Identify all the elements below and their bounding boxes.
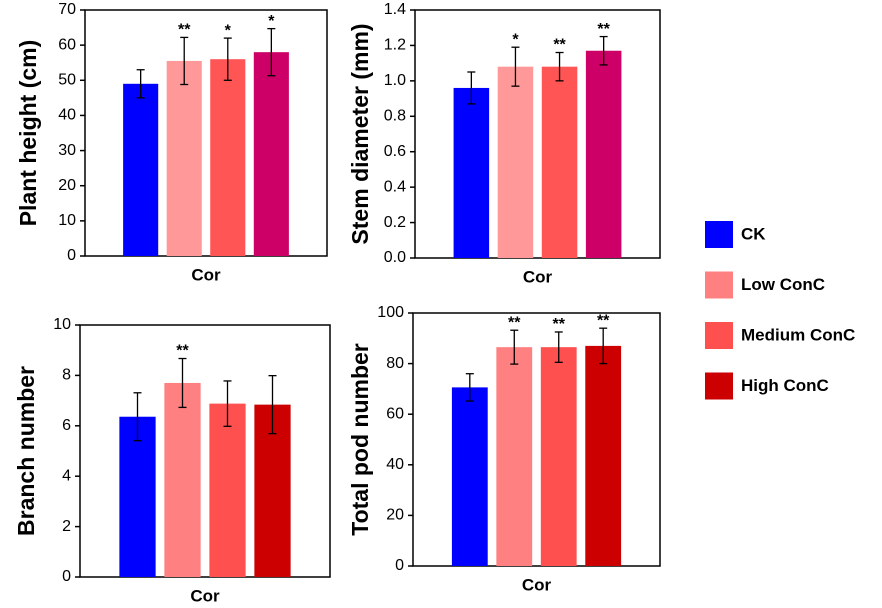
- y-tick-label: 1.0: [384, 72, 406, 89]
- significance-label: **: [553, 37, 566, 54]
- y-axis-label: Total pod number: [347, 343, 373, 536]
- significance-label: **: [176, 343, 189, 360]
- y-tick-label: 60: [386, 405, 404, 422]
- bar: [540, 347, 577, 566]
- y-tick-label: 0: [395, 557, 404, 574]
- significance-label: **: [178, 22, 191, 39]
- plot-frame: [79, 324, 331, 578]
- bar: [451, 387, 488, 566]
- bar: [123, 83, 159, 256]
- y-tick-label: 0.8: [384, 108, 406, 125]
- bar: [585, 50, 622, 258]
- significance-label: **: [553, 316, 566, 333]
- bar: [253, 52, 289, 256]
- legend-label: High ConC: [741, 376, 829, 395]
- y-tick-label: 0.2: [384, 214, 406, 231]
- plot-frame: [414, 9, 661, 259]
- y-tick-label: 0.0: [384, 249, 406, 266]
- bar: [453, 87, 490, 258]
- bar: [119, 416, 156, 577]
- y-tick-label: 50: [58, 72, 76, 89]
- y-tick-label: 100: [377, 304, 404, 321]
- y-tick-label: 6: [62, 417, 71, 434]
- significance-label: **: [597, 21, 610, 38]
- bar: [496, 347, 533, 566]
- y-tick-label: 0: [67, 247, 76, 264]
- bar: [585, 345, 622, 566]
- bar: [497, 66, 534, 258]
- bar: [210, 59, 246, 257]
- x-tick-label: Cor: [190, 586, 220, 605]
- significance-label: **: [597, 312, 610, 329]
- significance-label: *: [268, 13, 275, 30]
- y-tick-label: 1.4: [384, 1, 406, 18]
- y-tick-label: 20: [58, 177, 76, 194]
- bar: [166, 60, 202, 257]
- legend-swatch: [705, 221, 733, 248]
- x-tick-label: Cor: [523, 267, 553, 286]
- significance-label: *: [512, 31, 519, 48]
- y-tick-label: 70: [58, 1, 76, 18]
- y-tick-label: 1.2: [384, 37, 406, 54]
- y-axis-label: Branch number: [13, 366, 39, 536]
- y-tick-label: 10: [53, 316, 71, 333]
- y-tick-label: 30: [58, 142, 76, 159]
- legend-swatch: [705, 271, 733, 299]
- legend-label: CK: [741, 224, 766, 243]
- y-tick-label: 2: [62, 518, 71, 535]
- legend-swatch: [705, 372, 733, 400]
- legend-swatch: [705, 322, 733, 349]
- bar: [541, 66, 578, 258]
- legend-label: Low ConC: [741, 275, 825, 294]
- legend-label: Medium ConC: [741, 325, 855, 344]
- y-tick-label: 10: [58, 212, 76, 229]
- bar: [164, 382, 201, 577]
- bar: [209, 403, 246, 577]
- y-tick-label: 0.4: [384, 178, 406, 195]
- significance-label: **: [508, 314, 521, 331]
- y-tick-label: 40: [58, 107, 76, 124]
- significance-label: *: [225, 22, 232, 39]
- y-axis-label: Stem diameter (mm): [347, 23, 373, 244]
- y-tick-label: 60: [58, 36, 76, 53]
- y-tick-label: 0: [62, 568, 71, 585]
- y-tick-label: 40: [386, 456, 404, 473]
- plot-frame: [84, 9, 328, 257]
- y-tick-label: 4: [62, 467, 71, 484]
- y-tick-label: 0.6: [384, 143, 406, 160]
- x-tick-label: Cor: [522, 575, 552, 594]
- y-tick-label: 8: [62, 367, 71, 384]
- y-tick-label: 20: [386, 507, 404, 524]
- x-tick-label: Cor: [191, 265, 221, 284]
- y-tick-label: 80: [386, 355, 404, 372]
- y-axis-label: Plant height (cm): [15, 40, 41, 227]
- plot-frame: [412, 312, 661, 567]
